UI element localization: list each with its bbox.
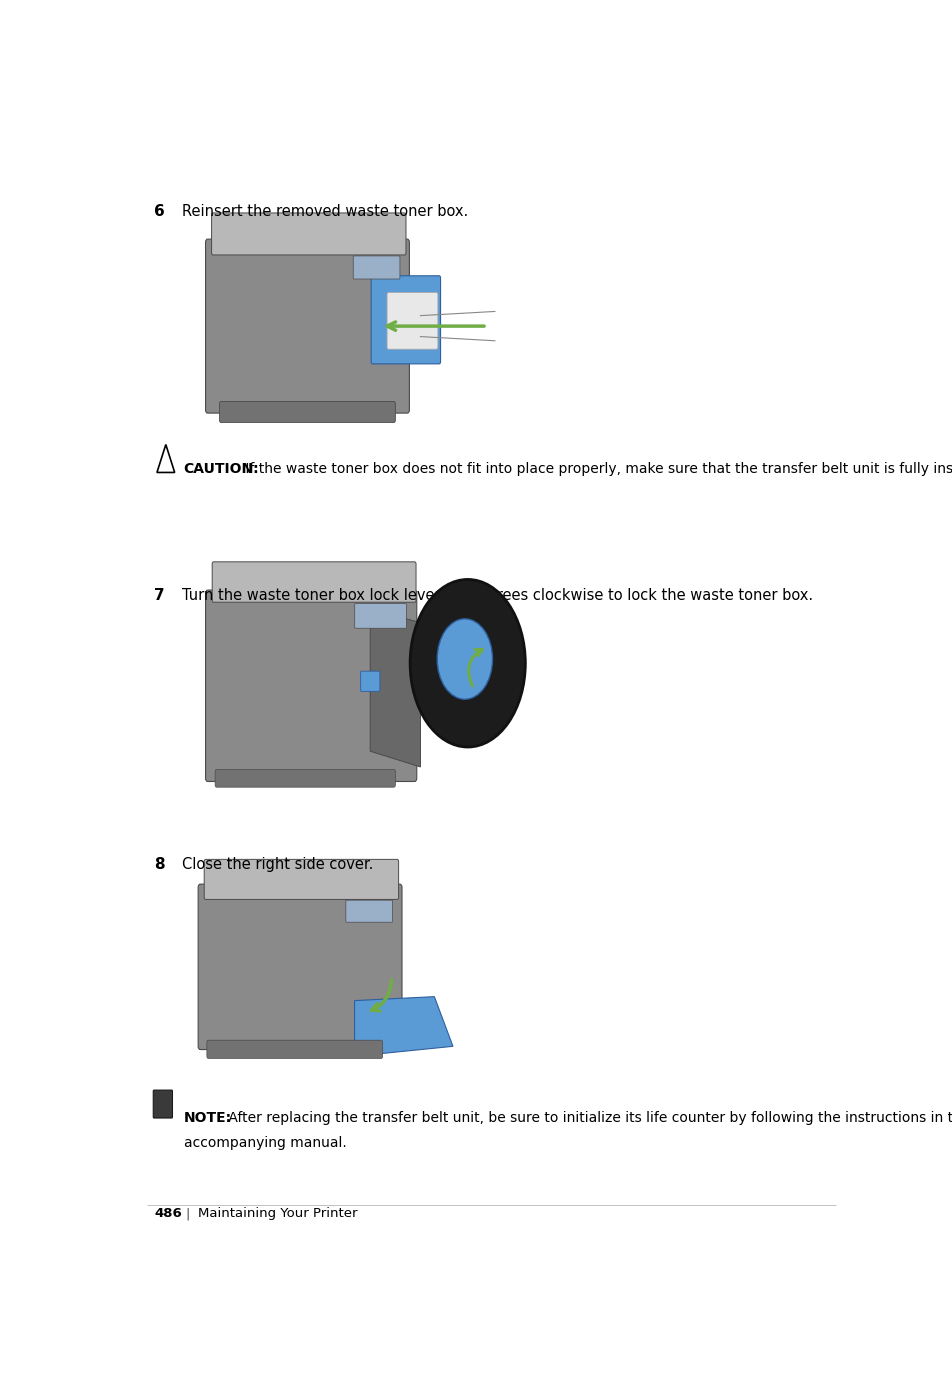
FancyBboxPatch shape — [215, 770, 395, 787]
Text: Close the right side cover.: Close the right side cover. — [182, 857, 373, 872]
Text: Maintaining Your Printer: Maintaining Your Printer — [198, 1207, 357, 1221]
Text: 8: 8 — [154, 857, 165, 872]
FancyArrowPatch shape — [371, 979, 391, 1011]
Text: After replacing the transfer belt unit, be sure to initialize its life counter b: After replacing the transfer belt unit, … — [224, 1110, 952, 1124]
FancyBboxPatch shape — [360, 671, 380, 692]
Text: ✏: ✏ — [159, 1099, 167, 1109]
Text: CAUTION:: CAUTION: — [184, 462, 259, 476]
FancyBboxPatch shape — [212, 562, 416, 603]
FancyBboxPatch shape — [353, 255, 400, 279]
Circle shape — [409, 579, 525, 746]
FancyBboxPatch shape — [370, 276, 440, 364]
FancyBboxPatch shape — [153, 1089, 172, 1117]
Text: 7: 7 — [154, 589, 165, 604]
FancyBboxPatch shape — [211, 213, 406, 255]
Text: 6: 6 — [154, 204, 165, 219]
Text: If the waste toner box does not fit into place properly, make sure that the tran: If the waste toner box does not fit into… — [241, 462, 952, 476]
Polygon shape — [354, 996, 452, 1056]
Text: NOTE:: NOTE: — [184, 1110, 231, 1124]
Polygon shape — [157, 445, 174, 473]
FancyBboxPatch shape — [204, 859, 398, 900]
FancyBboxPatch shape — [206, 239, 409, 413]
FancyBboxPatch shape — [346, 900, 392, 922]
Text: accompanying manual.: accompanying manual. — [184, 1137, 346, 1151]
Text: Reinsert the removed waste toner box.: Reinsert the removed waste toner box. — [182, 204, 467, 219]
FancyBboxPatch shape — [387, 293, 437, 349]
FancyBboxPatch shape — [206, 590, 416, 781]
FancyBboxPatch shape — [219, 402, 395, 423]
FancyBboxPatch shape — [354, 604, 406, 628]
FancyBboxPatch shape — [207, 1041, 383, 1059]
Text: |: | — [185, 1207, 189, 1221]
Text: 486: 486 — [154, 1207, 182, 1221]
Text: Turn the waste toner box lock lever 90-degrees clockwise to lock the waste toner: Turn the waste toner box lock lever 90-d… — [182, 589, 812, 604]
Polygon shape — [369, 610, 420, 767]
Text: !: ! — [164, 459, 168, 469]
FancyBboxPatch shape — [198, 884, 402, 1049]
Circle shape — [437, 619, 492, 699]
